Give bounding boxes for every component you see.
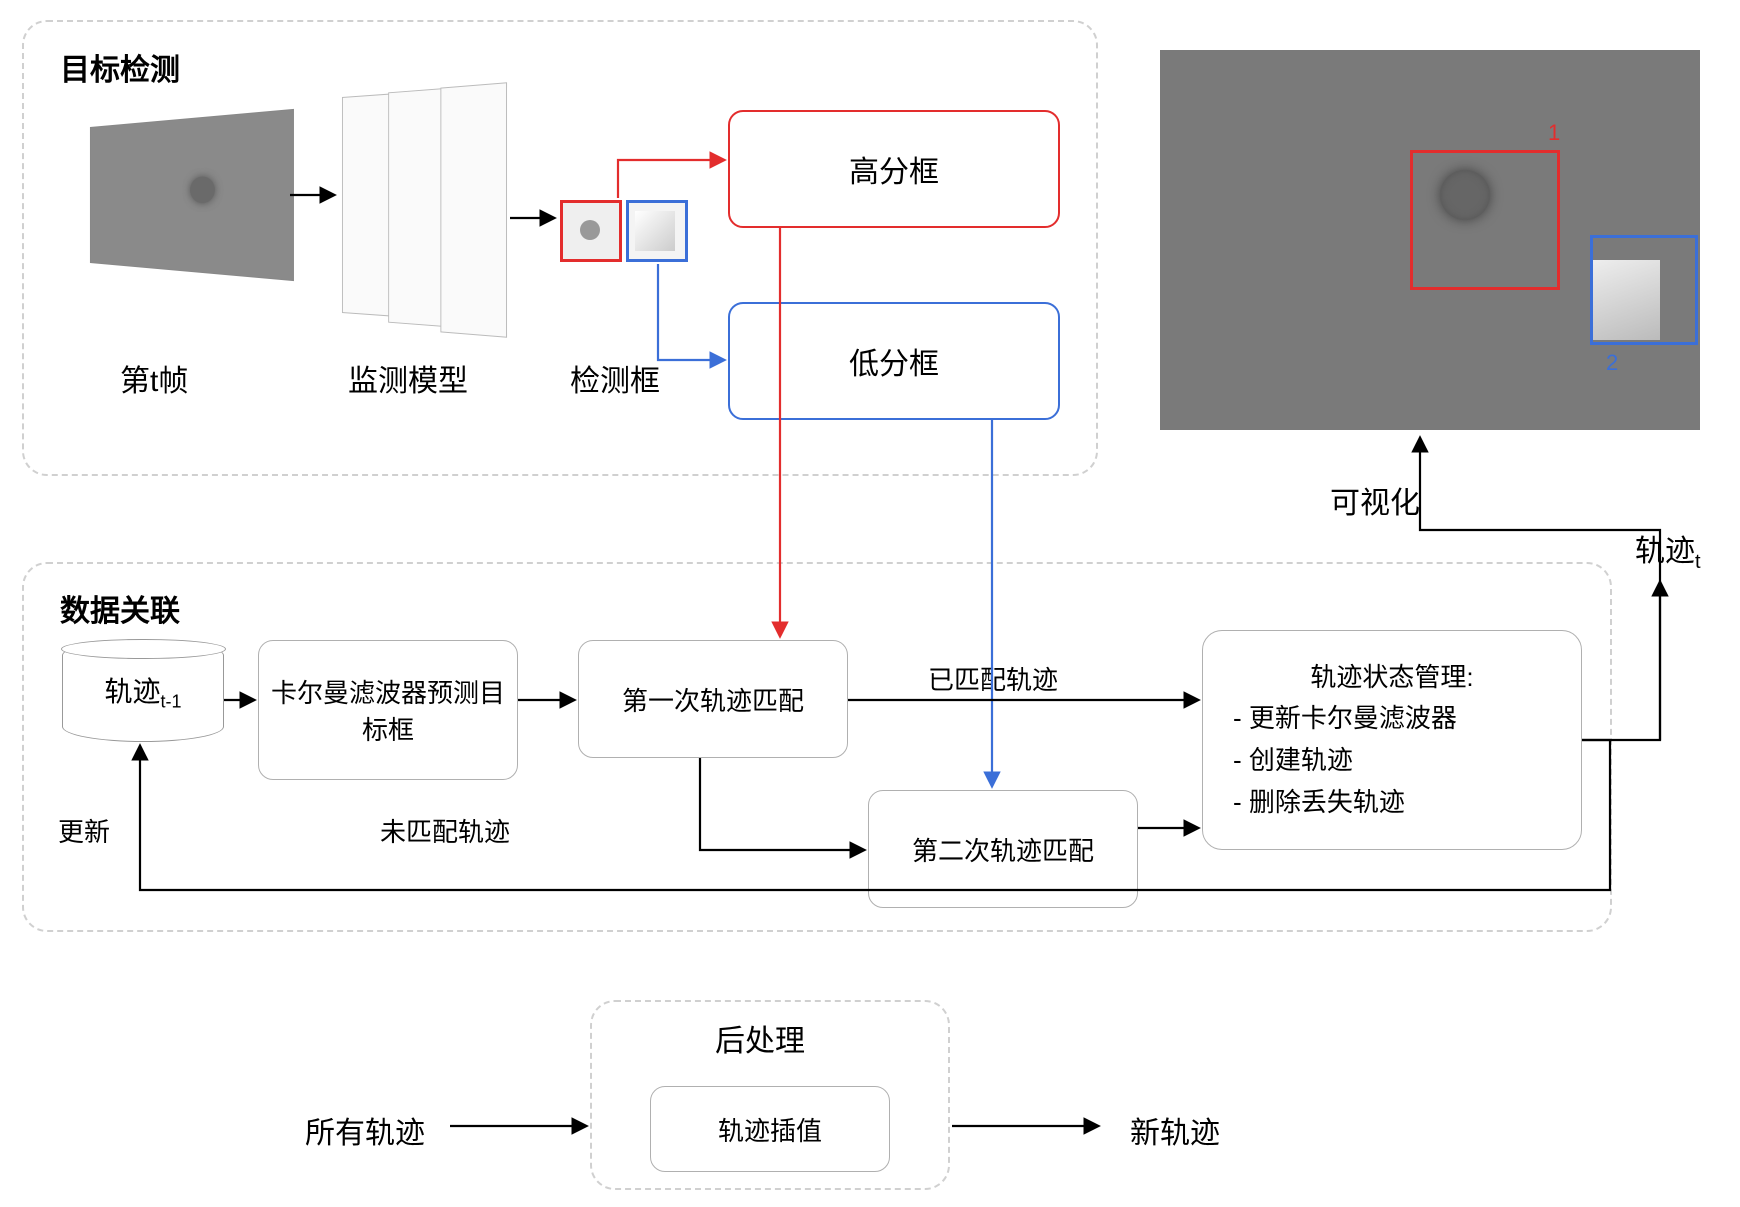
det-frame-blue [626,200,688,262]
result-box-2-label: 2 [1606,350,1618,376]
update-label: 更新 [58,812,110,849]
node-match2: 第二次轨迹匹配 [868,790,1138,908]
node-high-box: 高分框 [728,110,1060,228]
traj-t-label: 轨迹t [1635,526,1701,574]
node-mgmt: 轨迹状态管理: - 更新卡尔曼滤波器 - 创建轨迹 - 删除丢失轨迹 [1202,630,1582,850]
det-frame-red [560,200,622,262]
mgmt-item-0: - 更新卡尔曼滤波器 [1233,698,1551,740]
mgmt-item-2: - 删除丢失轨迹 [1233,782,1551,824]
result-box-1 [1410,150,1560,290]
visualize-label: 可视化 [1330,478,1420,522]
diagram-root: 目标检测 第t帧 监测模型 检测框 高分框 低分框 1 2 可视化 轨迹t 数据… [0,0,1740,1207]
node-low-box: 低分框 [728,302,1060,420]
model-plate-3 [440,82,507,338]
section-association-title: 数据关联 [60,586,180,630]
unmatched-label: 未匹配轨迹 [380,812,510,849]
node-interp: 轨迹插值 [650,1086,890,1172]
result-box-2 [1590,235,1698,345]
frame-t-label: 第t帧 [120,356,188,400]
det-frame-label: 检测框 [570,356,660,400]
result-box-1-label: 1 [1548,120,1560,146]
section-postprocess-title: 后处理 [715,1016,805,1060]
frame-t-image [91,110,293,280]
model-label: 监测模型 [348,356,468,400]
node-kalman: 卡尔曼滤波器预测目标框 [258,640,518,780]
matched-label: 已匹配轨迹 [928,660,1058,697]
all-traj-label: 所有轨迹 [305,1108,425,1152]
section-detection-title: 目标检测 [60,45,180,89]
new-traj-label: 新轨迹 [1130,1108,1220,1152]
mgmt-title: 轨迹状态管理: [1233,657,1551,699]
mgmt-item-1: - 创建轨迹 [1233,740,1551,782]
node-traj-prev: 轨迹t-1 [62,640,224,742]
node-match1: 第一次轨迹匹配 [578,640,848,758]
